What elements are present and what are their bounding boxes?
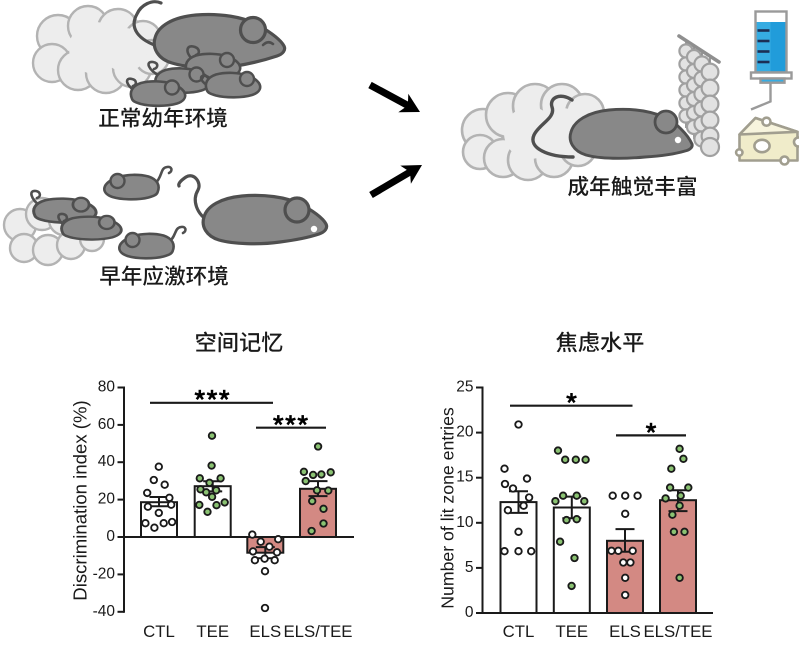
svg-text:ELS: ELS [609, 622, 641, 641]
svg-text:20: 20 [98, 491, 116, 508]
svg-text:CTL: CTL [143, 622, 175, 641]
svg-text:60: 60 [98, 416, 116, 433]
svg-text:5: 5 [465, 559, 474, 576]
svg-text:CTL: CTL [503, 622, 535, 641]
svg-text:80: 80 [98, 379, 116, 396]
svg-text:10: 10 [456, 514, 474, 531]
svg-text:20: 20 [456, 424, 474, 441]
svg-text:15: 15 [456, 469, 473, 486]
svg-text:ELS/TEE: ELS/TEE [283, 622, 352, 641]
svg-text:40: 40 [98, 453, 116, 470]
svg-text:0: 0 [465, 604, 474, 621]
svg-text:ELS: ELS [249, 622, 281, 641]
svg-text:ELS/TEE: ELS/TEE [643, 622, 712, 641]
svg-text:-20: -20 [93, 565, 116, 582]
svg-text:Number of lit zone entries: Number of lit zone entries [438, 407, 458, 609]
svg-text:TEE: TEE [196, 622, 229, 641]
svg-text:25: 25 [456, 379, 473, 396]
svg-text:TEE: TEE [555, 622, 588, 641]
svg-text:-40: -40 [93, 603, 116, 620]
svg-text:0: 0 [106, 528, 115, 545]
svg-text:Discrimination index (%): Discrimination index (%) [69, 400, 90, 600]
